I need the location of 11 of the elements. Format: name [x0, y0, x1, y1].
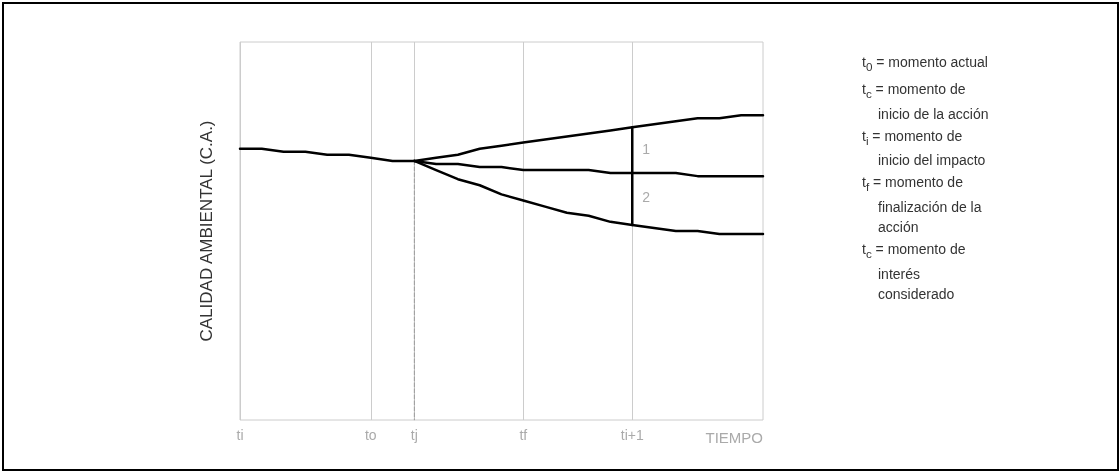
text: t$_{c}$ = momento de interés considerado: [862, 240, 967, 304]
x-axis-title: TIEMPO: [705, 429, 763, 446]
x-tick-label: to: [364, 427, 377, 443]
y-axis-title: CALIDAD AMBIENTAL (C.A.): [197, 120, 216, 342]
x-tick-label: tf: [519, 427, 528, 443]
text: t$_{0}$ = momento actual: [862, 53, 989, 75]
x-tick-label: ti+1: [620, 427, 644, 443]
annotation: 1: [642, 140, 651, 157]
x-tick-label: tj: [410, 427, 418, 443]
annotation: 2: [642, 189, 651, 206]
x-tick-label: ti: [236, 427, 244, 443]
